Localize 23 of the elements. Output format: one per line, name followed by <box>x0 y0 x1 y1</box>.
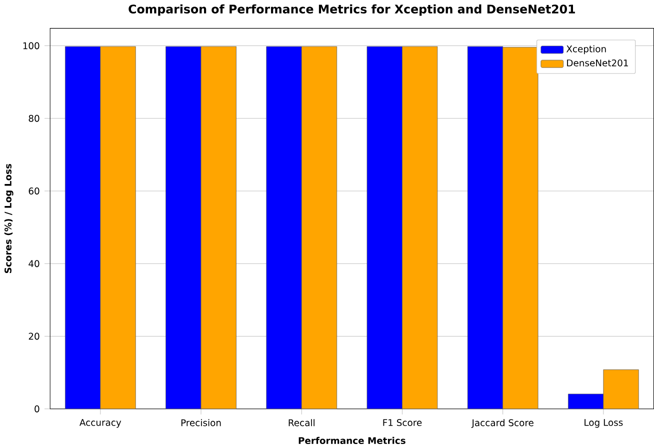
y-tick-label: 60 <box>28 187 40 194</box>
y-tick-label: 100 <box>23 42 40 50</box>
x-tick-label: Recall <box>288 418 314 426</box>
x-axis-title: Performance Metrics <box>298 436 406 444</box>
legend-label: Xception <box>566 45 606 54</box>
bar <box>402 46 438 409</box>
y-tick-label: 0 <box>34 405 40 412</box>
bar <box>100 46 136 409</box>
bar <box>603 369 639 409</box>
bar <box>301 46 338 409</box>
y-tick-label: 40 <box>28 260 40 267</box>
x-tick-label: F1 Score <box>383 418 422 426</box>
x-tick-label: Jaccard Score <box>471 418 534 428</box>
x-tick-label: Accuracy <box>80 418 122 428</box>
y-tick-label: 80 <box>28 114 40 122</box>
bar <box>200 46 236 409</box>
bar <box>502 46 538 409</box>
x-tick-label: Precision <box>181 418 221 426</box>
y-axis-title: Scores (%) / Log Loss <box>4 164 14 273</box>
y-tick-label: 20 <box>28 332 40 340</box>
chart-title: Comparison of Performance Metrics for Xception and DenseNet201 <box>128 4 575 16</box>
legend-label: DenseNet201 <box>567 59 628 66</box>
x-tick-label: Log Loss <box>584 418 623 428</box>
